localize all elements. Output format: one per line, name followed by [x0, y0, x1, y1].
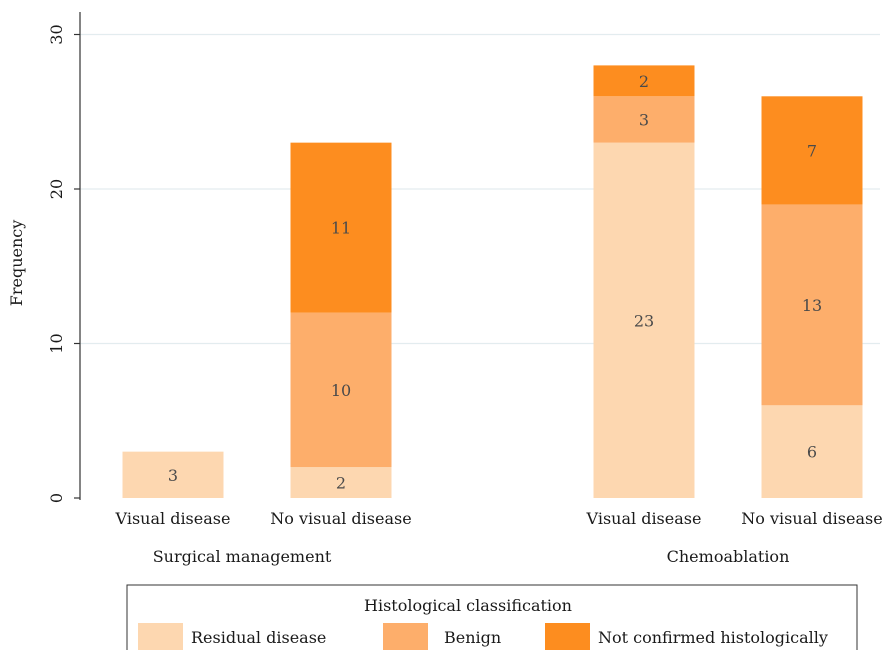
y-tick-label: 0 [47, 493, 66, 503]
bars [122, 65, 863, 498]
bar-segment [593, 96, 695, 143]
data-label: 13 [802, 296, 822, 315]
data-label: 23 [634, 311, 654, 330]
bar-segment [761, 204, 863, 406]
data-label: 10 [331, 381, 351, 400]
bar-segment [593, 142, 695, 498]
data-label: 2 [336, 474, 346, 493]
x-category-label: No visual disease [270, 509, 411, 528]
bar-segment [761, 96, 863, 205]
x-category-label: No visual disease [741, 509, 882, 528]
y-tick-label: 20 [47, 179, 66, 199]
legend-swatch [138, 623, 183, 650]
group-label: Chemoablation [667, 547, 790, 566]
data-label: 3 [639, 110, 649, 129]
legend-label: Not confirmed histologically [598, 628, 828, 647]
data-label: 2 [639, 72, 649, 91]
bar-segment [290, 467, 392, 498]
x-category-label: Visual disease [586, 509, 702, 528]
bar-segment [761, 405, 863, 498]
bar-segment [290, 312, 392, 468]
data-labels: 3 2 10 11 23 3 2 6 13 7 [168, 72, 822, 493]
data-label: 11 [331, 219, 351, 238]
y-tick-label: 10 [47, 333, 66, 353]
data-label: 3 [168, 466, 178, 485]
bar-segment [593, 65, 695, 97]
group-label: Surgical management [153, 547, 332, 566]
legend-title: Histological classification [364, 596, 572, 615]
legend-swatch [545, 623, 590, 650]
legend-frame [126, 584, 858, 650]
y-axis-label: Frequency [7, 220, 26, 307]
y-ticks: 0 10 20 30 [47, 24, 80, 503]
legend-label: Benign [444, 628, 501, 647]
data-label: 7 [807, 141, 817, 160]
gridlines [80, 33, 880, 345]
legend-label: Residual disease [191, 628, 326, 647]
legend: Histological classification Residual dis… [126, 584, 858, 650]
data-label: 6 [807, 443, 817, 462]
bar-segment [122, 451, 224, 498]
bar-segment [290, 142, 392, 313]
group-labels: Surgical management Chemoablation [153, 547, 790, 566]
x-category-labels: Visual disease No visual disease Visual di… [115, 509, 883, 528]
x-category-label: Visual disease [115, 509, 231, 528]
legend-swatch [383, 623, 428, 650]
y-tick-label: 30 [47, 24, 66, 44]
